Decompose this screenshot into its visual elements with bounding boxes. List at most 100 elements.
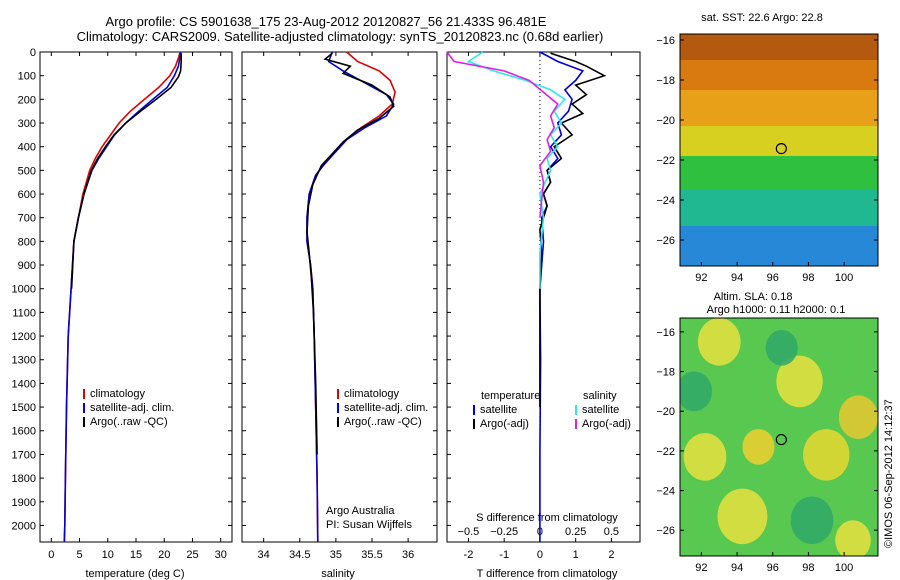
sst-map-ytick-label: −24: [656, 195, 675, 207]
salinity-annotation-2: PI: Susan Wijffels: [326, 519, 412, 531]
sst-map-ytick-label: −26: [656, 235, 675, 247]
difference-legend-label: satellite: [480, 404, 517, 416]
temperature-xtick-label: 20: [158, 549, 170, 561]
sst-map-ytick-label: −22: [656, 155, 675, 167]
temperature-xlabel: temperature (deg C): [85, 568, 184, 580]
difference-legend-label: satellite: [582, 404, 619, 416]
sla-map-blob: [835, 520, 871, 556]
sla-map-blob: [765, 329, 798, 366]
sst-map-band: [680, 156, 878, 190]
sst-map-ytick-label: −20: [656, 115, 675, 127]
sla-map-ytick-label: −20: [656, 406, 675, 418]
sst-map-ytick-label: −16: [656, 35, 675, 47]
salinity-legend-label: Argo(..raw -QC): [344, 416, 422, 428]
salinity-series-argo-raw-qc-: [306, 52, 395, 455]
difference-top-tick-label: 0.25: [565, 526, 586, 538]
sla-map-blob: [742, 429, 775, 465]
salinity-xtick-label: 35: [330, 549, 342, 561]
sst-map-panel: 92 94 96 98 100 −16 −18 −20 −22 −24 −26: [656, 33, 879, 284]
depth-tick-label: 1400: [12, 378, 36, 390]
sst-map-frame: [679, 33, 879, 267]
difference-xtick-label: 0: [537, 549, 543, 561]
sst-map-band: [680, 126, 878, 156]
sla-map-xtick-label: 98: [802, 562, 814, 574]
header-line-2: Climatology: CARS2009. Satellite-adjuste…: [77, 29, 604, 44]
header-line-1: Argo profile: CS 5901638_175 23-Aug-2012…: [106, 14, 547, 29]
sla-map-argo-marker: [775, 433, 787, 446]
sla-map-blob: [803, 429, 850, 481]
temperature-series-argo-raw-qc-: [70, 53, 182, 289]
difference-xtick-label: -2: [464, 549, 474, 561]
temperature-xtick-label: 25: [186, 549, 198, 561]
sst-map-xtick-label: 94: [731, 272, 743, 284]
sla-map-subtitle: Argo h1000: 0.11 h2000: 0.1: [707, 304, 846, 316]
depth-tick-label: 1800: [12, 473, 36, 485]
difference-series-temperature-satellite: [539, 51, 585, 542]
temperature-xtick-label: 0: [48, 549, 54, 561]
temperature-legend-label: Argo(..raw -QC): [90, 416, 168, 428]
temperature-series-climatology: [63, 51, 181, 543]
salinity-annotation-1: Argo Australia: [326, 505, 395, 517]
sla-map-ytick-label: −24: [656, 486, 675, 498]
depth-tick-label: 1100: [12, 307, 36, 319]
salinity-xtick-label: 34: [258, 549, 270, 561]
sst-map-band: [680, 226, 878, 266]
sla-map-ytick-label: −18: [656, 367, 675, 379]
sst-map-xtick-label: 100: [835, 272, 853, 284]
temperature-frame: [39, 51, 233, 543]
sla-map-frame: [679, 317, 879, 557]
depth-tick-label: 600: [18, 189, 36, 201]
difference-series-salinity-argo-adj-: [446, 51, 559, 218]
depth-tick-label: 1600: [12, 426, 36, 438]
sst-map-xtick-label: 98: [802, 272, 814, 284]
depth-tick-label: 700: [18, 213, 36, 225]
depth-tick-label: 300: [18, 118, 36, 130]
temperature-series-satellite-adj-clim-: [63, 51, 182, 543]
sla-map-xtick-label: 94: [731, 562, 743, 574]
difference-xlabel: T difference from climatology: [477, 568, 618, 580]
sst-map-title: sat. SST: 22.6 Argo: 22.8: [701, 12, 823, 24]
sla-map-ytick-label: −22: [656, 446, 675, 458]
sst-map-field: [680, 34, 878, 266]
difference-series-temperature-argo-adj-: [539, 52, 607, 408]
sst-map-argo-marker: [775, 143, 787, 155]
depth-tick-label: 1500: [12, 402, 36, 414]
salinity-xtick-label: 36: [402, 549, 414, 561]
temperature-xtick-label: 30: [215, 549, 227, 561]
difference-xtick-label: 2: [608, 549, 614, 561]
depth-tick-label: 1300: [12, 355, 36, 367]
salinity-legend-label: satellite-adj. clim.: [344, 402, 428, 414]
difference-top-xlabel: S difference from climatology: [476, 512, 618, 524]
sla-map-panel: 92 94 96 98 100 −16 −18 −20 −22 −24 −26: [656, 317, 879, 574]
sst-map-band: [680, 34, 878, 60]
sla-map-blob: [680, 371, 713, 412]
salinity-legend-label: climatology: [344, 388, 400, 400]
sla-map-blob: [776, 355, 823, 408]
sla-map-blob: [838, 395, 878, 439]
depth-tick-label: 100: [18, 71, 36, 83]
sla-map-blob: [697, 318, 741, 366]
sla-map-xtick-label: 100: [835, 562, 853, 574]
sla-map-ytick-label: −16: [656, 327, 675, 339]
depth-tick-label: 1200: [12, 331, 36, 343]
salinity-xlabel: salinity: [321, 568, 355, 580]
sst-map-band: [680, 90, 878, 126]
sst-map-band: [680, 190, 878, 226]
difference-legend-title-temp: temperature: [481, 390, 540, 402]
sst-map-xtick-label: 92: [695, 272, 707, 284]
temperature-legend-label: climatology: [90, 388, 146, 400]
difference-xtick-label: -1: [499, 549, 509, 561]
salinity-xtick-label: 35.5: [361, 549, 382, 561]
sst-map-xtick-label: 96: [767, 272, 779, 284]
difference-frame: [446, 51, 641, 543]
salinity-panel: 34 34.5 35 35.5 36 climatology satellite-adj. …: [241, 51, 438, 561]
sla-map-blob: [683, 433, 727, 481]
sla-map-ytick-label: −26: [656, 525, 675, 537]
salinity-series-climatology: [306, 51, 396, 543]
sst-map-band: [680, 60, 878, 90]
depth-tick-label: 1700: [12, 449, 36, 461]
sla-map-blob: [790, 496, 834, 545]
difference-top-tick-label: −0.25: [490, 526, 518, 538]
depth-tick-label: 0: [30, 47, 36, 59]
